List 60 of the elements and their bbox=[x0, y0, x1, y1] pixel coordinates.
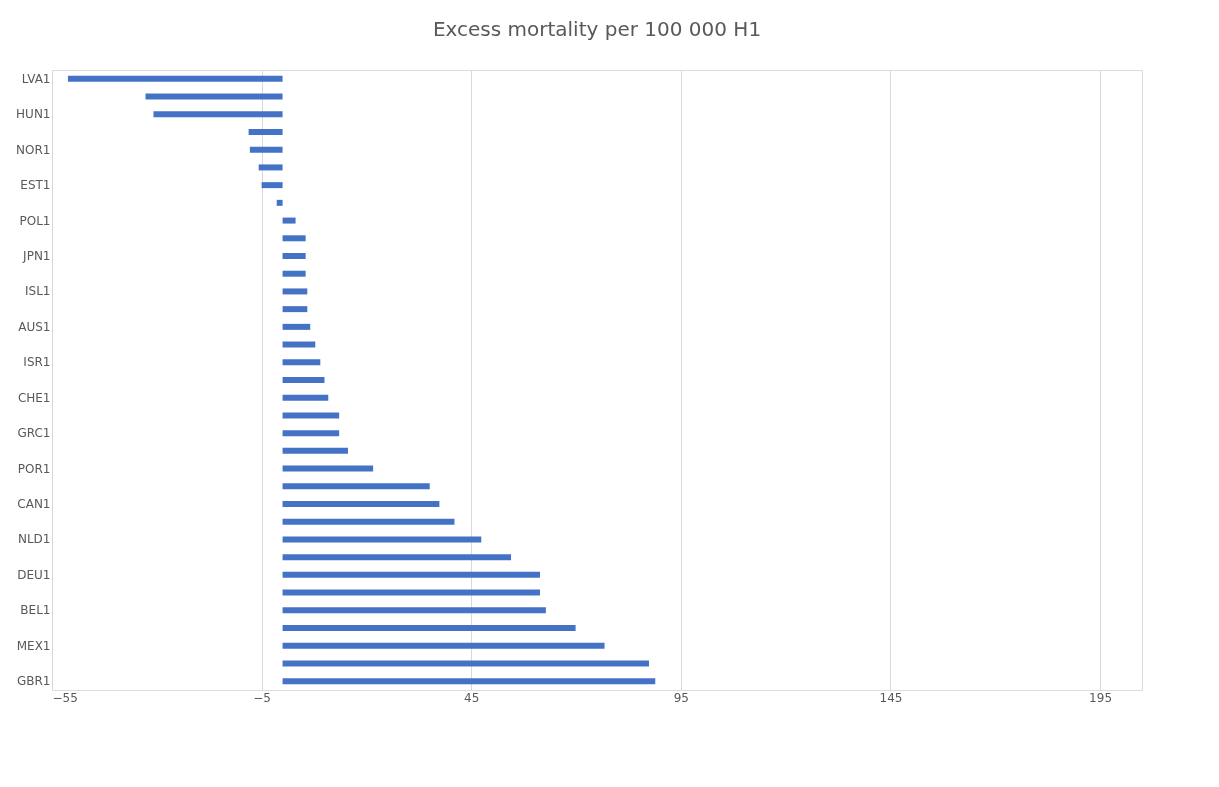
y-tick-label: DEU1 bbox=[17, 567, 51, 582]
bar bbox=[282, 306, 308, 313]
bar bbox=[282, 447, 348, 454]
x-tick-label: 95 bbox=[673, 690, 689, 705]
bar bbox=[282, 323, 311, 330]
bar bbox=[282, 288, 308, 295]
y-tick-label: NLD1 bbox=[17, 532, 51, 547]
bar bbox=[282, 501, 440, 507]
y-tick-label: EST1 bbox=[20, 178, 51, 193]
bar bbox=[282, 359, 321, 366]
bar bbox=[282, 625, 576, 631]
bar bbox=[258, 164, 283, 171]
bar bbox=[282, 253, 306, 259]
y-tick-label: GRC1 bbox=[17, 426, 51, 441]
bar bbox=[282, 660, 649, 667]
bar bbox=[261, 182, 283, 189]
y-tick-label: CHE1 bbox=[17, 390, 51, 405]
y-tick-label: AUS1 bbox=[18, 319, 51, 334]
bar bbox=[282, 235, 306, 242]
bar bbox=[282, 394, 329, 401]
bar bbox=[282, 642, 605, 649]
bar bbox=[282, 377, 325, 383]
y-tick-label: HUN1 bbox=[16, 107, 51, 122]
x-tick-label: −55 bbox=[52, 690, 78, 705]
bar bbox=[282, 412, 340, 419]
y-tick-label: MEX1 bbox=[16, 638, 51, 653]
bar bbox=[282, 430, 340, 437]
y-tick-label: JPN1 bbox=[22, 249, 51, 263]
bar bbox=[282, 607, 546, 614]
bar bbox=[282, 678, 656, 685]
bar bbox=[282, 589, 540, 596]
bar bbox=[282, 571, 540, 578]
bar bbox=[282, 518, 455, 525]
bar bbox=[282, 536, 482, 543]
bar bbox=[67, 75, 283, 82]
y-tick-label: CAN1 bbox=[17, 497, 51, 511]
bar bbox=[276, 199, 283, 206]
y-tick-label: POL1 bbox=[19, 213, 51, 228]
bar bbox=[153, 111, 283, 118]
bar bbox=[282, 217, 296, 224]
bar bbox=[249, 146, 283, 153]
y-tick-label: POR1 bbox=[17, 461, 51, 476]
bar bbox=[248, 129, 283, 135]
x-tick-label: 145 bbox=[879, 690, 903, 705]
y-tick-label: BEL1 bbox=[20, 603, 51, 618]
x-tick-label: 195 bbox=[1089, 690, 1113, 705]
chart-title: Excess mortality per 100 000 H1 bbox=[432, 17, 762, 41]
bar bbox=[282, 554, 512, 561]
bar bbox=[282, 465, 374, 472]
bar bbox=[282, 270, 306, 277]
x-tick-label: 45 bbox=[464, 690, 480, 705]
y-tick-label: ISL1 bbox=[25, 284, 51, 299]
x-tick-label: −5 bbox=[253, 690, 271, 705]
bar bbox=[282, 341, 316, 348]
y-tick-label: ISR1 bbox=[23, 355, 51, 370]
bar bbox=[282, 483, 430, 490]
bar bbox=[145, 93, 283, 100]
y-tick-label: GBR1 bbox=[16, 674, 51, 689]
y-tick-label: LVA1 bbox=[21, 71, 51, 86]
y-tick-label: NOR1 bbox=[16, 142, 51, 157]
